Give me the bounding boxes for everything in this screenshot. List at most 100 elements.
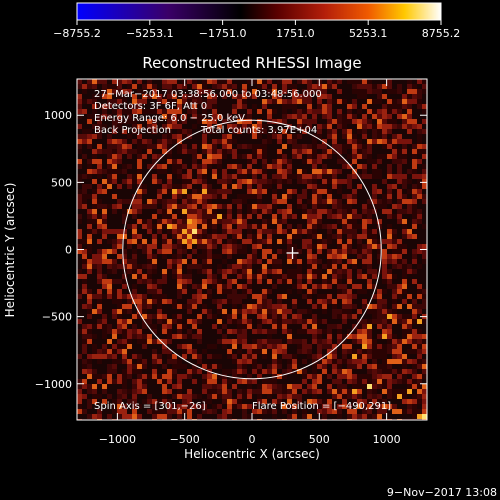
- heatmap-cell: [272, 339, 277, 344]
- heatmap-cell: [227, 269, 232, 274]
- heatmap-cell: [267, 164, 272, 169]
- heatmap-cell: [322, 369, 327, 374]
- heatmap-cell: [377, 99, 382, 104]
- heatmap-cell: [317, 159, 322, 164]
- heatmap-cell: [172, 164, 177, 169]
- heatmap-cell: [302, 309, 307, 314]
- heatmap-cell: [352, 264, 357, 269]
- heatmap-cell: [122, 274, 127, 279]
- heatmap-cell: [317, 219, 322, 224]
- heatmap-cell: [297, 274, 302, 279]
- heatmap-cell: [377, 364, 382, 369]
- heatmap-cell: [162, 269, 167, 274]
- heatmap-cell: [222, 389, 227, 394]
- heatmap-cell: [187, 369, 192, 374]
- heatmap-cell: [97, 354, 102, 359]
- heatmap-cell: [182, 374, 187, 379]
- heatmap-cell: [407, 304, 412, 309]
- heatmap-cell: [322, 164, 327, 169]
- heatmap-cell: [232, 399, 237, 404]
- heatmap-cell: [167, 224, 172, 229]
- heatmap-cell: [202, 259, 207, 264]
- heatmap-cell: [317, 174, 322, 179]
- heatmap-cell: [372, 314, 377, 319]
- heatmap-cell: [182, 239, 187, 244]
- heatmap-cell: [202, 124, 207, 129]
- heatmap-cell: [287, 84, 292, 89]
- heatmap-cell: [127, 344, 132, 349]
- heatmap-cell: [172, 89, 177, 94]
- heatmap-cell: [197, 339, 202, 344]
- heatmap-cell: [342, 114, 347, 119]
- heatmap-cell: [392, 284, 397, 289]
- heatmap-cell: [357, 84, 362, 89]
- heatmap-cell: [172, 224, 177, 229]
- colorbar-gradient: [76, 2, 442, 21]
- heatmap-cell: [167, 214, 172, 219]
- heatmap-cell: [347, 199, 352, 204]
- heatmap-cell: [152, 164, 157, 169]
- heatmap-cell: [202, 284, 207, 289]
- heatmap-cell: [302, 204, 307, 209]
- heatmap-cell: [287, 279, 292, 284]
- heatmap-cell: [227, 219, 232, 224]
- heatmap-cell: [77, 229, 82, 234]
- heatmap-cell: [187, 129, 192, 134]
- heatmap-cell: [127, 414, 132, 419]
- heatmap-cell: [157, 99, 162, 104]
- heatmap-cell: [362, 399, 367, 404]
- heatmap-cell: [192, 294, 197, 299]
- heatmap-cell: [262, 169, 267, 174]
- heatmap-cell: [302, 109, 307, 114]
- heatmap-cell: [207, 294, 212, 299]
- heatmap-cell: [422, 344, 427, 349]
- heatmap-cell: [167, 99, 172, 104]
- heatmap-cell: [117, 139, 122, 144]
- heatmap-cell: [202, 164, 207, 169]
- heatmap-cell: [127, 184, 132, 189]
- heatmap-cell: [352, 259, 357, 264]
- heatmap-cell: [252, 124, 257, 129]
- heatmap-cell: [277, 279, 282, 284]
- heatmap-cell: [322, 224, 327, 229]
- heatmap-cell: [212, 379, 217, 384]
- heatmap-cell: [192, 259, 197, 264]
- heatmap-cell: [382, 139, 387, 144]
- heatmap-cell: [207, 159, 212, 164]
- heatmap-cell: [82, 394, 87, 399]
- heatmap-cell: [157, 139, 162, 144]
- heatmap-cell: [412, 149, 417, 154]
- heatmap-cell: [282, 89, 287, 94]
- heatmap-cell: [167, 129, 172, 134]
- heatmap-cell: [117, 324, 122, 329]
- heatmap-cell: [322, 114, 327, 119]
- heatmap-cell: [322, 149, 327, 154]
- heatmap-cell: [187, 174, 192, 179]
- heatmap-cell: [357, 324, 362, 329]
- heatmap-cell: [202, 89, 207, 94]
- heatmap-cell: [302, 324, 307, 329]
- heatmap-cell: [287, 319, 292, 324]
- heatmap-cell: [397, 339, 402, 344]
- heatmap-cell: [157, 374, 162, 379]
- heatmap-cell: [272, 219, 277, 224]
- heatmap-cell: [252, 159, 257, 164]
- heatmap-cell: [102, 234, 107, 239]
- heatmap-cell: [337, 169, 342, 174]
- heatmap-cell: [252, 169, 257, 174]
- heatmap-cell: [347, 274, 352, 279]
- heatmap-cell: [132, 384, 137, 389]
- heatmap-cells: [77, 79, 427, 420]
- heatmap-cell: [157, 279, 162, 284]
- heatmap-cell: [147, 319, 152, 324]
- heatmap-cell: [267, 319, 272, 324]
- heatmap-cell: [262, 274, 267, 279]
- heatmap-cell: [417, 129, 422, 134]
- heatmap-cell: [337, 189, 342, 194]
- heatmap-cell: [292, 154, 297, 159]
- heatmap-cell: [287, 404, 292, 409]
- heatmap-cell: [212, 129, 217, 134]
- heatmap-cell: [92, 154, 97, 159]
- heatmap-cell: [252, 274, 257, 279]
- heatmap-cell: [272, 194, 277, 199]
